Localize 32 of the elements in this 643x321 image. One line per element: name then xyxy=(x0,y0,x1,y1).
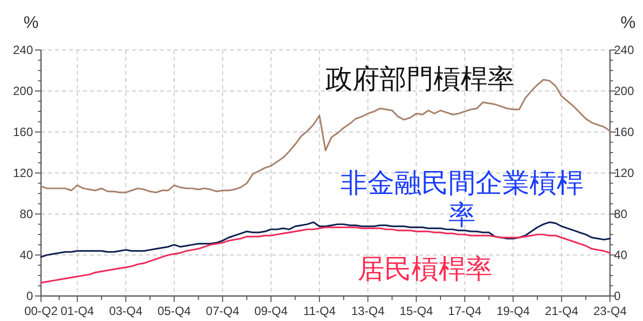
x-tick-label: 03-Q4 xyxy=(109,304,143,318)
y2-axis-title: % xyxy=(620,13,636,32)
y-tick-label: 40 xyxy=(20,248,34,262)
y2-tick-label: 80 xyxy=(614,207,628,221)
series-label: 居民槓桿率 xyxy=(358,254,492,285)
y2-tick-label: 160 xyxy=(614,125,634,139)
y2-tick-label: 120 xyxy=(614,166,634,180)
x-tick-label: 01-Q4 xyxy=(60,304,94,318)
x-tick-label: 17-Q4 xyxy=(448,304,482,318)
x-tick-label: 21-Q4 xyxy=(544,304,579,318)
y2-tick-label: 240 xyxy=(614,43,634,57)
y2-tick-label: 0 xyxy=(614,289,621,303)
x-tick-label: 05-Q4 xyxy=(157,304,192,318)
y-tick-label: 160 xyxy=(12,125,34,139)
x-tick-label: 13-Q4 xyxy=(351,304,385,318)
x-tick-label: 00-Q2 xyxy=(24,304,58,318)
x-tick-label: 11-Q4 xyxy=(303,304,336,318)
x-tick-label: 19-Q4 xyxy=(496,304,530,318)
y-tick-label: 120 xyxy=(12,166,34,180)
y2-tick-label: 40 xyxy=(614,248,628,262)
x-tick-label: 09-Q4 xyxy=(254,304,288,318)
y-tick-label: 240 xyxy=(12,43,34,57)
y-tick-label: 200 xyxy=(12,84,34,98)
series-label: 政府部門槓桿率 xyxy=(326,64,514,95)
y2-tick-label: 200 xyxy=(614,84,634,98)
series-label: 非金融民間企業槓桿率 xyxy=(340,168,584,231)
x-tick-label: 15-Q4 xyxy=(400,304,434,318)
y-tick-label: 80 xyxy=(20,207,34,221)
x-tick-label: 07-Q4 xyxy=(206,304,240,318)
y-axis-title: % xyxy=(23,13,39,32)
y-tick-label: 0 xyxy=(26,289,34,303)
x-tick-label: 23-Q4 xyxy=(593,304,627,318)
